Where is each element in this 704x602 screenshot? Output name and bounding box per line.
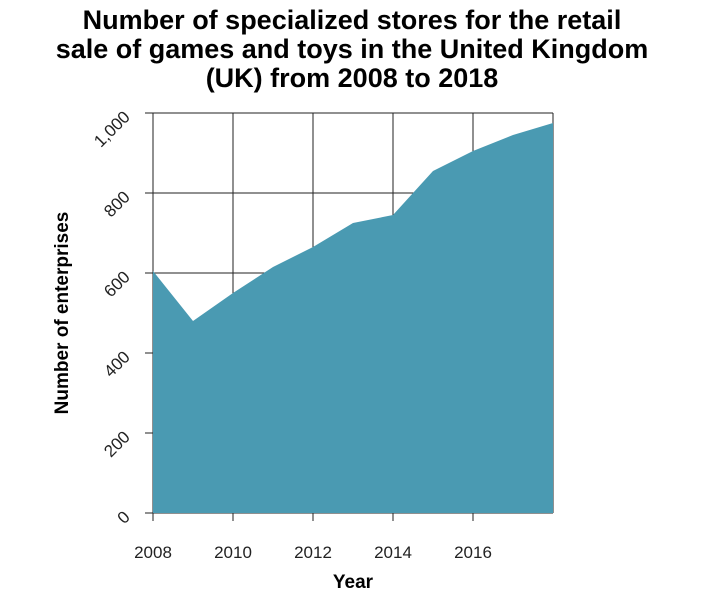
y-tick-label: 1,000: [90, 107, 134, 151]
y-axis-ticks: 0 200 400 600 800 1,000: [90, 107, 153, 528]
y-tick-label: 600: [100, 267, 133, 300]
area-series: [153, 123, 553, 513]
x-tick-label: 2010: [214, 543, 252, 562]
chart-title-line-1: Number of specialized stores for the ret…: [82, 5, 622, 35]
x-tick-label: 2016: [454, 543, 492, 562]
x-tick-label: 2014: [374, 543, 412, 562]
x-tick-label: 2008: [134, 543, 172, 562]
x-axis-ticks: 2008 2010 2012 2014 2016: [134, 513, 492, 562]
chart-title-line-3: (UK) from 2008 to 2018: [205, 63, 499, 93]
y-axis-title: Number of enterprises: [52, 212, 73, 415]
chart-title-line-2: sale of games and toys in the United Kin…: [55, 34, 649, 64]
y-tick-label: 0: [114, 507, 134, 527]
y-tick-label: 400: [100, 347, 133, 380]
x-tick-label: 2012: [294, 543, 332, 562]
x-axis-title: Year: [333, 572, 374, 593]
y-tick-label: 200: [100, 427, 133, 460]
area-layer: [153, 123, 553, 513]
y-tick-label: 800: [100, 187, 133, 220]
chart-title: Number of specialized stores for the ret…: [0, 6, 704, 93]
